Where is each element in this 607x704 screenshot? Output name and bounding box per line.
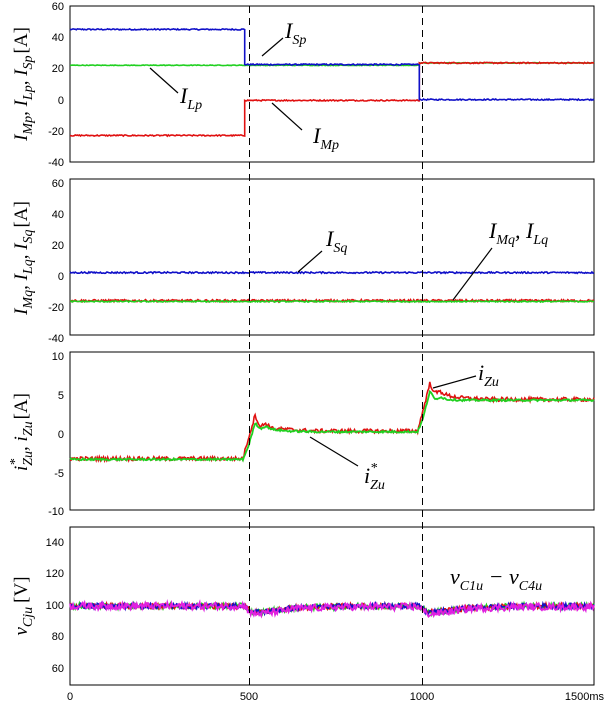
panel-3-series — [69, 381, 595, 464]
panel-2-ylabel: IMq, ILq, ISq[A] — [11, 201, 36, 316]
ytick: -10 — [48, 506, 64, 518]
xtick: 0 — [67, 691, 73, 703]
panel-1-ylabel: IMp, ILp, ISp[A] — [11, 27, 36, 142]
label-i-mp: IMp — [312, 123, 339, 153]
panel-3-ylabel: i*Zu, iZu[A] — [8, 393, 36, 471]
series-red — [70, 61, 594, 138]
panel-2-yticks: 60 40 20 0 -20 -40 — [48, 178, 64, 345]
ytick: 0 — [58, 271, 64, 283]
label-i-zu: iZu — [478, 360, 499, 390]
series-blue — [69, 27, 595, 102]
panel-4-yticks: 140 120 100 80 60 — [46, 537, 64, 675]
label-i-mq-lq: IMq, ILq — [488, 218, 548, 248]
panel-4: 140 120 100 80 60 vCju[V] vC1u − vC4u — [11, 526, 595, 686]
leader-line — [452, 247, 493, 301]
leader-line — [261, 37, 284, 57]
xtick: 1500ms — [565, 691, 605, 703]
panel-1: 60 40 20 0 -20 -40 IMp, ILp, ISp[A] ISp … — [11, 1, 595, 169]
ytick: 60 — [52, 663, 64, 675]
leader-line — [309, 436, 359, 467]
leader-line — [432, 375, 477, 389]
ytick: 20 — [52, 240, 64, 252]
panel-3: 10 5 0 -5 -10 i*Zu, iZu[A] iZu i* Zu — [8, 351, 595, 518]
ytick: 60 — [52, 178, 64, 190]
panel-2-frame — [69, 178, 595, 336]
ytick: 20 — [52, 63, 64, 75]
label-i-sp: ISp — [284, 18, 306, 48]
panel-4-series — [69, 599, 595, 619]
label-i-lp: ILp — [179, 83, 202, 113]
label-i-sq: ISq — [325, 226, 347, 256]
xtick: 1000 — [410, 691, 434, 703]
ytick: 0 — [58, 95, 64, 107]
ytick: -40 — [48, 333, 64, 345]
ytick: 40 — [52, 209, 64, 221]
series-green — [70, 299, 595, 304]
series-red — [69, 381, 595, 464]
ytick: 40 — [52, 32, 64, 44]
leader-line — [297, 250, 323, 273]
ytick: 80 — [52, 631, 64, 643]
ytick: 0 — [58, 429, 64, 441]
panel-1-series — [69, 27, 595, 138]
ytick: 100 — [46, 600, 64, 612]
panel-3-yticks: 10 5 0 -5 -10 — [48, 351, 64, 518]
ytick: -20 — [48, 126, 64, 138]
ytick: 5 — [58, 390, 64, 402]
panel-1-frame — [69, 5, 595, 163]
series-blue — [69, 270, 595, 275]
label-i-zu-ref: i* Zu — [364, 461, 385, 493]
panel-2: 60 40 20 0 -20 -40 IMq, ILq, ISq[A] ISq … — [11, 178, 595, 345]
panel-2-series — [69, 270, 595, 304]
x-axis-ticks: 0 500 1000 1500ms — [67, 691, 605, 703]
xtick: 500 — [240, 691, 258, 703]
panel-1-yticks: 60 40 20 0 -20 -40 — [48, 1, 64, 169]
panel-3-frame — [69, 351, 595, 511]
ytick: -20 — [48, 302, 64, 314]
ytick: 140 — [46, 537, 64, 549]
label-v-c1u-c4u: vC1u − vC4u — [450, 564, 542, 594]
ytick: -5 — [54, 468, 64, 480]
ytick: 60 — [52, 1, 64, 13]
ytick: -40 — [48, 157, 64, 169]
ytick: 120 — [46, 568, 64, 580]
leader-line — [271, 102, 303, 131]
leader-line — [149, 67, 179, 94]
ytick: 10 — [52, 351, 64, 363]
series-green — [69, 389, 595, 463]
series-magenta — [69, 599, 595, 619]
panel-4-ylabel: vCju[V] — [11, 576, 36, 635]
